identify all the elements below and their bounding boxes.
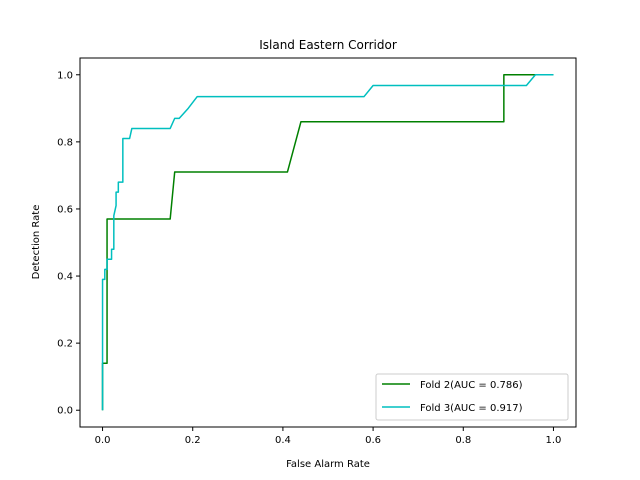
- x-tick-label: 1.0: [546, 435, 562, 446]
- y-tick-label: 0.4: [57, 272, 73, 283]
- y-axis-label: Detection Rate: [31, 205, 42, 280]
- series-line-fold-2: [101, 74, 554, 411]
- plot-frame: [79, 57, 577, 428]
- series-line-fold-3: [101, 74, 554, 411]
- x-axis: 0.0 0.2 0.4 0.6 0.8 1.0: [95, 427, 562, 446]
- legend-entry-fold-3: Fold 3(AUC = 0.917): [420, 403, 523, 414]
- legend: Fold 2(AUC = 0.786) Fold 3(AUC = 0.917): [375, 373, 569, 421]
- chart-title: Island Eastern Corridor: [259, 38, 397, 52]
- x-axis-label: False Alarm Rate: [286, 459, 370, 470]
- legend-box: [375, 373, 569, 421]
- x-tick-label: 0.8: [455, 435, 471, 446]
- y-axis: 0.0 0.2 0.4 0.6 0.8 1.0: [57, 70, 80, 417]
- y-tick-label: 0.0: [57, 406, 73, 417]
- plot-area: [79, 57, 577, 428]
- x-tick-label: 0.4: [275, 435, 291, 446]
- x-tick-label: 0.6: [365, 435, 381, 446]
- y-tick-label: 1.0: [57, 70, 73, 81]
- y-tick-label: 0.8: [57, 137, 73, 148]
- x-tick-label: 0.0: [95, 435, 111, 446]
- x-tick-label: 0.2: [185, 435, 201, 446]
- y-tick-label: 0.6: [57, 204, 73, 215]
- legend-entry-fold-2: Fold 2(AUC = 0.786): [420, 380, 523, 391]
- y-tick-label: 0.2: [57, 339, 73, 350]
